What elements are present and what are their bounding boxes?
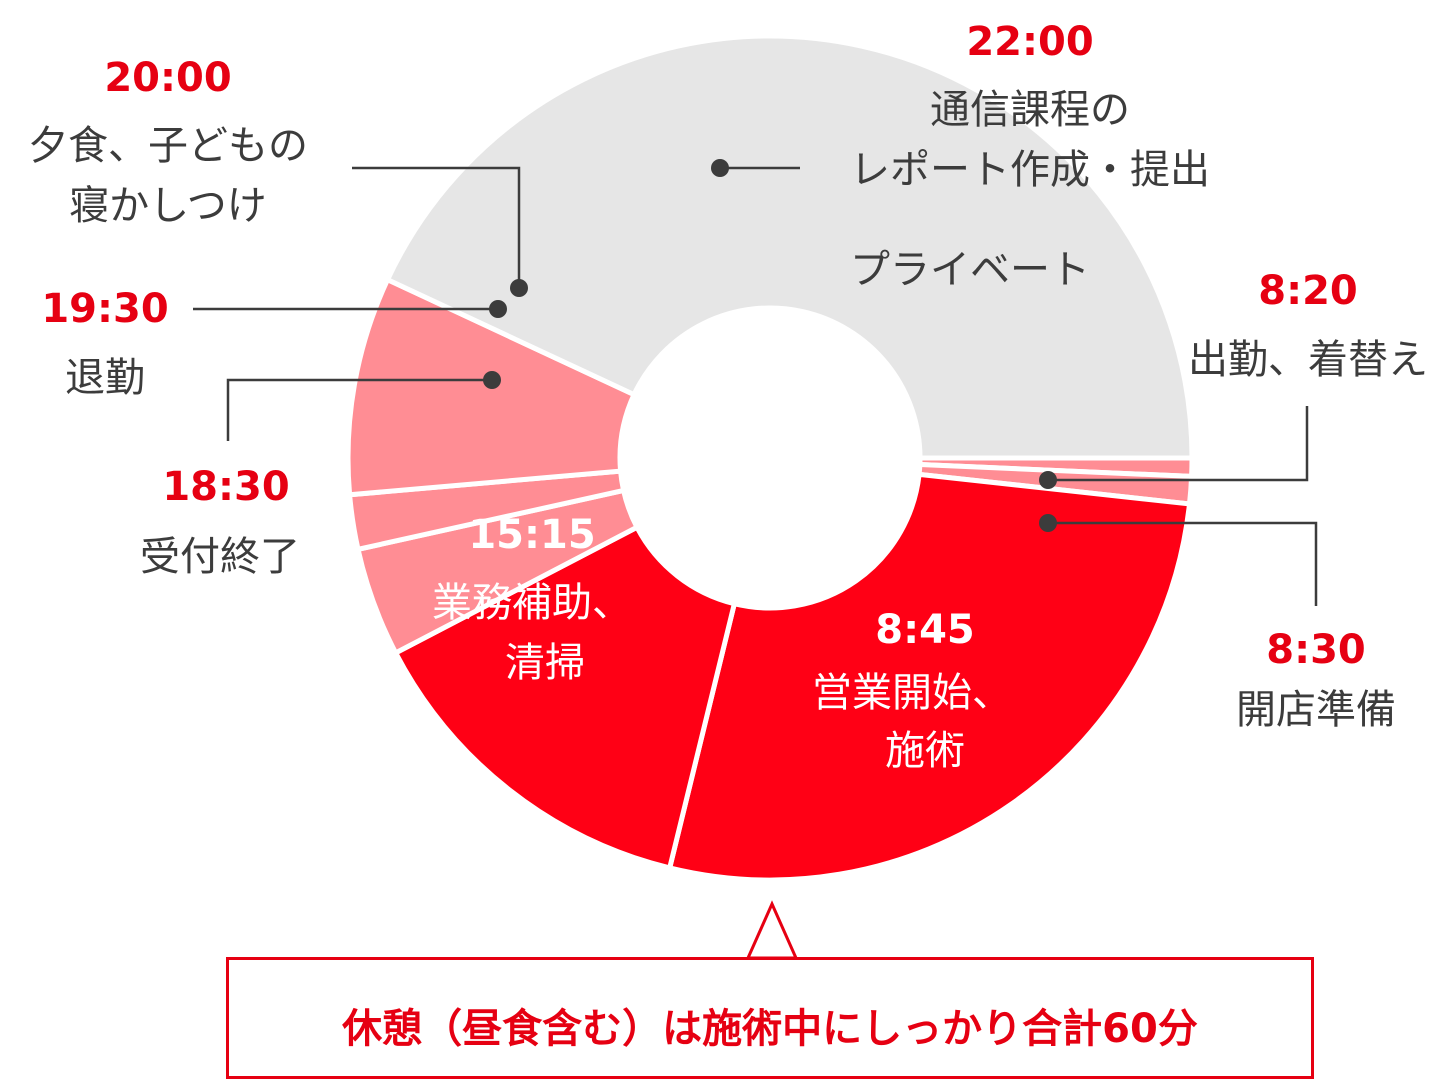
activity-label: 退勤: [65, 355, 145, 401]
activity-label: 受付終了: [140, 534, 300, 580]
time-label: 8:20: [1258, 268, 1358, 314]
label-22-00: 22:00 通信課程の レポート作成・提出: [850, 19, 1210, 193]
time-label: 15:15: [468, 512, 595, 558]
leader-20-00: [352, 166, 521, 288]
leader-8-30: [1048, 521, 1318, 606]
activity-label: 通信課程の: [930, 87, 1130, 133]
leader-lines: [193, 159, 1318, 606]
time-label: 18:30: [162, 464, 289, 510]
label-8-30: 8:30 開店準備: [1236, 627, 1396, 733]
donut-hole: [620, 308, 920, 608]
label-19-30: 19:30 退勤: [41, 286, 168, 401]
leader-8-20-dot: [1039, 471, 1057, 489]
time-label: 22:00: [966, 19, 1093, 65]
private-label: プライベート: [850, 247, 1090, 293]
activity-label: レポート作成・提出: [850, 147, 1210, 193]
activity-label: 清掃: [505, 640, 585, 686]
activity-label: 出勤、着替え: [1188, 337, 1428, 383]
leader-22-00-dot: [711, 159, 729, 177]
time-label: 19:30: [41, 286, 168, 332]
activity-label: 業務補助、: [432, 580, 632, 626]
label-20-00: 20:00 夕食、子どもの 寝かしつけ: [28, 55, 308, 229]
label-8-45: 8:45 営業開始、 施術: [812, 607, 1012, 774]
callout-text: 休憩（昼食含む）は施術中にしっかり合計60分: [342, 1006, 1198, 1052]
label-18-30: 18:30 受付終了: [140, 464, 300, 580]
leader-8-30-dot: [1039, 514, 1057, 532]
time-label: 8:45: [875, 607, 975, 653]
label-8-20: 8:20 出勤、着替え: [1188, 268, 1428, 383]
activity-label: 夕食、子どもの: [28, 123, 308, 169]
activity-label: 寝かしつけ: [69, 183, 267, 229]
break-callout: 休憩（昼食含む）は施術中にしっかり合計60分: [226, 957, 1314, 1079]
activity-label: 開店準備: [1236, 687, 1396, 733]
activity-label: 営業開始、: [812, 670, 1012, 716]
activity-label: 施術: [885, 728, 965, 774]
time-label: 20:00: [104, 55, 231, 101]
leader-19-30-dot: [489, 300, 507, 318]
label-15-15: 15:15 業務補助、 清掃: [432, 512, 632, 686]
leader-20-00-dot: [510, 279, 528, 297]
leader-18-30: [226, 378, 492, 441]
leader-8-20: [1048, 406, 1309, 482]
callout-pointer: [745, 900, 799, 960]
leader-18-30-dot: [483, 371, 501, 389]
time-label: 8:30: [1266, 627, 1366, 673]
